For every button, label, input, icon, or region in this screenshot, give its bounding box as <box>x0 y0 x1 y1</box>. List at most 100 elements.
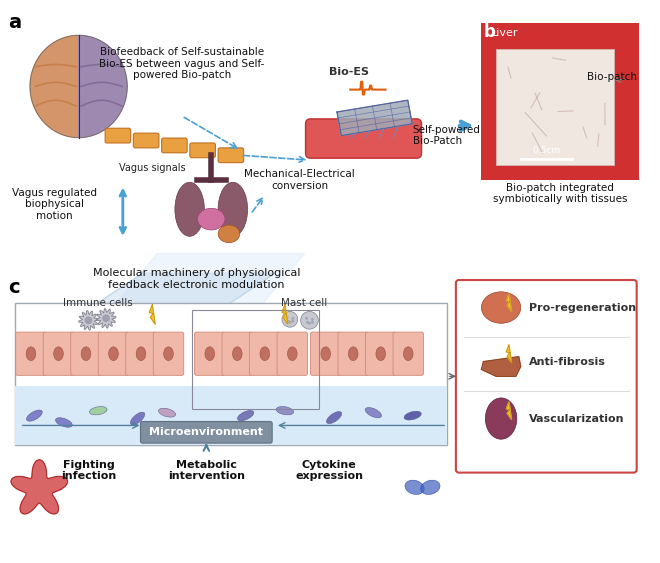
FancyBboxPatch shape <box>338 332 368 376</box>
Text: Bio-ES: Bio-ES <box>329 66 369 77</box>
FancyBboxPatch shape <box>16 332 46 376</box>
Ellipse shape <box>164 347 174 360</box>
Text: Mechanical-Electrical
conversion: Mechanical-Electrical conversion <box>244 169 355 191</box>
FancyBboxPatch shape <box>71 332 101 376</box>
Ellipse shape <box>365 408 381 418</box>
Text: Microenvironment: Microenvironment <box>149 427 263 437</box>
FancyBboxPatch shape <box>98 332 129 376</box>
Text: a: a <box>8 13 21 32</box>
Ellipse shape <box>485 398 517 439</box>
FancyBboxPatch shape <box>496 49 614 165</box>
Text: Vagus regulated
biophysical
motion: Vagus regulated biophysical motion <box>11 188 96 221</box>
Polygon shape <box>506 345 512 363</box>
Ellipse shape <box>218 182 248 236</box>
FancyBboxPatch shape <box>126 332 156 376</box>
Ellipse shape <box>404 411 421 420</box>
Ellipse shape <box>308 322 311 325</box>
FancyBboxPatch shape <box>222 332 253 376</box>
Text: Vagus signals: Vagus signals <box>119 163 185 173</box>
Ellipse shape <box>81 347 91 360</box>
FancyBboxPatch shape <box>190 143 215 158</box>
Ellipse shape <box>286 320 289 323</box>
Polygon shape <box>149 305 155 324</box>
Polygon shape <box>282 305 288 324</box>
Ellipse shape <box>136 347 146 360</box>
Text: Liver: Liver <box>491 28 519 38</box>
Ellipse shape <box>55 418 73 427</box>
Polygon shape <box>337 100 412 136</box>
Polygon shape <box>481 357 521 376</box>
Text: c: c <box>8 278 20 297</box>
Ellipse shape <box>305 317 308 320</box>
Ellipse shape <box>288 321 291 324</box>
FancyBboxPatch shape <box>456 280 637 472</box>
Ellipse shape <box>311 318 314 321</box>
Polygon shape <box>30 35 79 137</box>
Polygon shape <box>84 273 275 312</box>
Text: Bio-patch integrated
symbiotically with tissues: Bio-patch integrated symbiotically with … <box>493 183 627 204</box>
FancyBboxPatch shape <box>195 332 225 376</box>
Text: Fighting
infection: Fighting infection <box>61 460 116 481</box>
FancyBboxPatch shape <box>310 332 341 376</box>
FancyBboxPatch shape <box>306 119 422 158</box>
Polygon shape <box>79 35 127 137</box>
FancyBboxPatch shape <box>15 386 447 445</box>
Text: Cytokine
expression: Cytokine expression <box>295 460 363 481</box>
Polygon shape <box>506 294 512 311</box>
FancyBboxPatch shape <box>218 148 244 163</box>
Ellipse shape <box>205 347 214 360</box>
Polygon shape <box>79 311 98 330</box>
Ellipse shape <box>218 225 240 243</box>
Ellipse shape <box>197 208 225 230</box>
Text: Self-powered
Bio-Patch: Self-powered Bio-Patch <box>412 125 480 146</box>
Text: Mast cell: Mast cell <box>281 297 328 307</box>
Ellipse shape <box>232 347 242 360</box>
Text: Vascularization: Vascularization <box>529 414 624 423</box>
Ellipse shape <box>348 347 358 360</box>
Ellipse shape <box>102 314 110 322</box>
Text: Anti-fibrosis: Anti-fibrosis <box>529 356 605 367</box>
Polygon shape <box>108 253 304 312</box>
FancyBboxPatch shape <box>133 133 159 148</box>
Text: Molecular machinery of physiological
feedback electronic modulation: Molecular machinery of physiological fee… <box>93 268 300 290</box>
Ellipse shape <box>260 347 269 360</box>
FancyBboxPatch shape <box>141 422 272 443</box>
Ellipse shape <box>276 406 294 415</box>
Text: 0.5cm: 0.5cm <box>532 146 560 155</box>
Ellipse shape <box>301 311 318 329</box>
Ellipse shape <box>282 311 298 327</box>
Text: Metabolic
intervention: Metabolic intervention <box>168 460 245 481</box>
Ellipse shape <box>53 347 63 360</box>
Text: Biofeedback of Self-sustainable
Bio-ES between vagus and Self-
powered Bio-patch: Biofeedback of Self-sustainable Bio-ES b… <box>99 47 265 81</box>
Ellipse shape <box>158 408 176 417</box>
Ellipse shape <box>288 347 297 360</box>
Ellipse shape <box>327 412 342 423</box>
Text: Pro-regeneration: Pro-regeneration <box>529 302 636 312</box>
FancyBboxPatch shape <box>105 128 131 143</box>
FancyBboxPatch shape <box>15 303 447 445</box>
Ellipse shape <box>403 347 413 360</box>
Ellipse shape <box>420 480 440 494</box>
Ellipse shape <box>306 321 309 324</box>
Text: b: b <box>483 23 495 41</box>
Ellipse shape <box>84 316 92 324</box>
FancyBboxPatch shape <box>44 332 74 376</box>
Ellipse shape <box>481 292 521 323</box>
Ellipse shape <box>291 317 294 320</box>
Polygon shape <box>506 402 512 419</box>
Text: Bio-patch: Bio-patch <box>587 72 637 82</box>
Polygon shape <box>96 309 116 328</box>
Ellipse shape <box>26 347 36 360</box>
Ellipse shape <box>175 182 205 236</box>
Ellipse shape <box>26 410 42 421</box>
FancyBboxPatch shape <box>277 332 308 376</box>
FancyBboxPatch shape <box>393 332 424 376</box>
Polygon shape <box>11 460 67 514</box>
FancyBboxPatch shape <box>249 332 280 376</box>
FancyBboxPatch shape <box>153 332 183 376</box>
Ellipse shape <box>109 347 118 360</box>
Ellipse shape <box>285 316 288 319</box>
Ellipse shape <box>405 480 424 494</box>
Ellipse shape <box>130 412 145 425</box>
Ellipse shape <box>311 321 314 324</box>
